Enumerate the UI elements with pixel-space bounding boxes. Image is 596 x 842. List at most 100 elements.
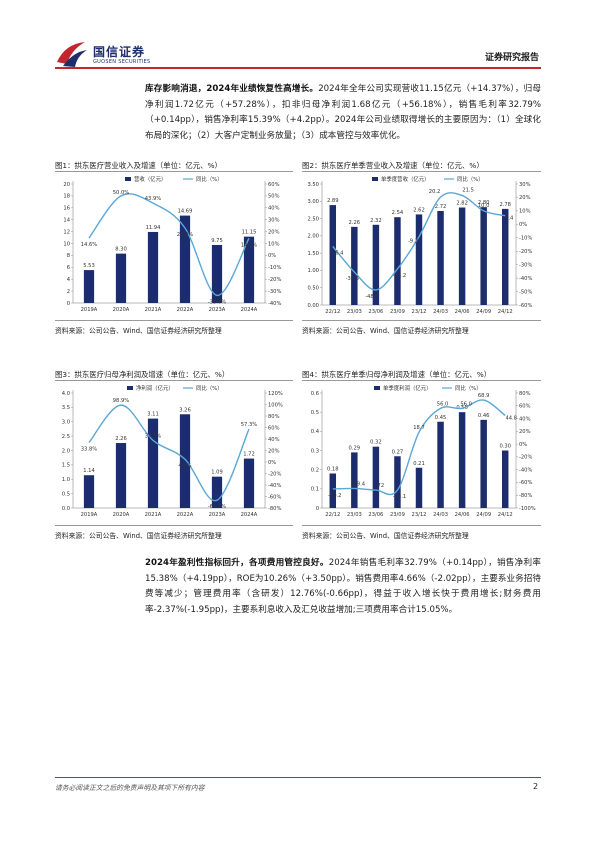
- bar-value-label: 11.15: [242, 230, 257, 236]
- x-tick-label: 23/06: [368, 512, 383, 518]
- left-tick-label: 1.5: [62, 463, 70, 469]
- x-tick-label: 2024A: [241, 307, 258, 313]
- x-tick-label: 24/06: [455, 309, 470, 315]
- line-value-label: -9.2: [408, 239, 418, 245]
- page-number: 2: [533, 782, 539, 791]
- paragraph-revenue-lead: 库存影响消退，2024年业绩恢复性高增长。: [145, 84, 319, 94]
- left-tick-label: 2: [67, 289, 70, 295]
- left-tick-label: 2.5: [62, 434, 70, 440]
- left-tick-label: 16: [63, 206, 70, 212]
- header-divider: [55, 67, 541, 69]
- bar-2022A: [179, 215, 191, 303]
- right-tick-label: 20%: [268, 448, 280, 454]
- x-tick-label: 23/12: [412, 309, 427, 315]
- right-tick-label: -50%: [519, 289, 532, 295]
- line-value-label: 23.0%: [177, 232, 194, 238]
- x-tick-label: 2020A: [113, 512, 130, 518]
- right-tick-label: -10%: [519, 236, 532, 242]
- left-tick-label: 6: [67, 265, 70, 271]
- left-tick-label: 0.2: [311, 467, 319, 473]
- line-value-label: 68.9: [478, 393, 490, 399]
- right-tick-label: 40%: [519, 416, 531, 422]
- x-tick-label: 22/12: [325, 309, 340, 315]
- x-tick-label: 24/12: [498, 309, 513, 315]
- left-tick-label: 14: [63, 218, 70, 224]
- x-tick-label: 2023A: [209, 307, 226, 313]
- x-tick-label: 2022A: [177, 307, 194, 313]
- figure-4-title: 图4：拱东医疗单季归母净利润及增速（单位：亿元、%）: [302, 370, 492, 379]
- left-tick-label: 0.4: [311, 429, 320, 435]
- bar-value-label: 2.32: [370, 218, 382, 224]
- x-tick-label: 23/09: [390, 309, 405, 315]
- guosen-logo-icon: [57, 42, 87, 67]
- bar-24/06: [458, 412, 466, 508]
- bar-23/09: [394, 217, 401, 305]
- left-tick-label: 0: [316, 506, 319, 512]
- line-value-label: 18.7: [413, 425, 425, 431]
- bar-value-label: 0.27: [392, 449, 404, 455]
- line-value-label: 57.3%: [241, 422, 258, 428]
- bar-value-label: 0.21: [413, 461, 425, 467]
- bar-24/09: [480, 419, 487, 508]
- left-tick-label: 0.0: [62, 506, 70, 512]
- figure-3-bottom-rule: [55, 525, 293, 526]
- x-tick-label: 23/06: [368, 309, 383, 315]
- chart-2-legend: 单季度营收（亿元） 同比（%）: [372, 175, 484, 183]
- legend-line-label: 同比（%）: [196, 175, 223, 183]
- x-tick-label: 2021A: [145, 307, 162, 313]
- right-tick-label: 30%: [268, 218, 280, 224]
- bar-value-label: 3.11: [147, 412, 159, 418]
- left-tick-label: 3.50: [307, 182, 319, 188]
- right-tick-label: -60%: [519, 480, 532, 486]
- figure-2-top-rule: [302, 171, 541, 172]
- right-tick-label: -100%: [519, 506, 536, 512]
- right-tick-label: -10%: [268, 265, 281, 271]
- figure-2-title: 图2：拱东医疗单季营业收入及增速（单位：亿元、%）: [302, 161, 484, 170]
- guosen-logo: 国信证券 GUOSEN SECURITIES: [55, 40, 195, 70]
- line-value-label: -72: [376, 483, 384, 489]
- line-value-label: 14.6%: [81, 242, 98, 248]
- bar-23/03: [351, 226, 358, 305]
- line-value-label: -70.2: [328, 493, 341, 499]
- right-tick-label: 80%: [268, 414, 280, 420]
- report-type: 证券研究报告: [484, 53, 539, 63]
- right-tick-label: 0%: [519, 442, 527, 448]
- bar-2024A: [243, 458, 255, 508]
- line-value-label: 14.4%: [241, 242, 258, 248]
- left-tick-label: 8: [67, 253, 70, 259]
- figure-2-bottom-rule: [302, 320, 541, 321]
- bar-2019A: [83, 475, 95, 508]
- chart-4-legend: 单季度利润（亿元） 同比（%）: [374, 384, 482, 392]
- bar-value-label: 2.26: [349, 220, 361, 226]
- line-value-label: 56.0: [460, 401, 472, 407]
- paragraph-profitability: 2024年盈利性指标回升，各项费用管控良好。2024年销售毛利率32.79%（+…: [145, 556, 541, 618]
- left-tick-label: 3.5: [62, 405, 70, 411]
- right-tick-label: -60%: [519, 303, 532, 309]
- x-tick-label: 24/09: [476, 309, 491, 315]
- paragraph-revenue-body: 2024年全年公司实现营收11.15亿元（+14.37%），归母净利润1.72亿…: [145, 84, 541, 141]
- paragraph-profitability-body: 2024年销售毛利率32.79%（+0.14pp），销售净利率15.38%（+4…: [145, 558, 541, 615]
- bar-value-label: 0.45: [435, 415, 447, 421]
- bar-24/12: [501, 450, 509, 508]
- right-tick-label: 50%: [268, 194, 280, 200]
- left-tick-label: 3.00: [307, 199, 319, 205]
- figure-4-top-rule: [302, 380, 541, 381]
- figure-4-bottom-rule: [302, 525, 541, 526]
- figure-3-top-rule: [55, 380, 293, 381]
- legend-line-label: 同比（%）: [196, 384, 223, 392]
- right-tick-label: 120%: [268, 391, 283, 397]
- right-tick-label: 60%: [268, 425, 280, 431]
- line-value-label: 56.0: [437, 401, 449, 407]
- bar-23/09: [394, 456, 401, 508]
- left-tick-label: 1.00: [307, 268, 319, 274]
- bar-23/06: [372, 446, 380, 508]
- figure-1-title: 图1：拱东医疗营业收入及增速（单位：亿元、%）: [55, 161, 222, 170]
- x-tick-label: 2022A: [177, 512, 194, 518]
- bar-24/12: [501, 208, 509, 305]
- line-value-label: -35.5: [346, 276, 359, 282]
- bar-24/03: [437, 210, 444, 305]
- figure-1-top-rule: [55, 171, 293, 172]
- left-tick-label: 2.50: [307, 216, 319, 222]
- bar-2020A: [115, 443, 127, 508]
- x-tick-label: 23/12: [412, 512, 427, 518]
